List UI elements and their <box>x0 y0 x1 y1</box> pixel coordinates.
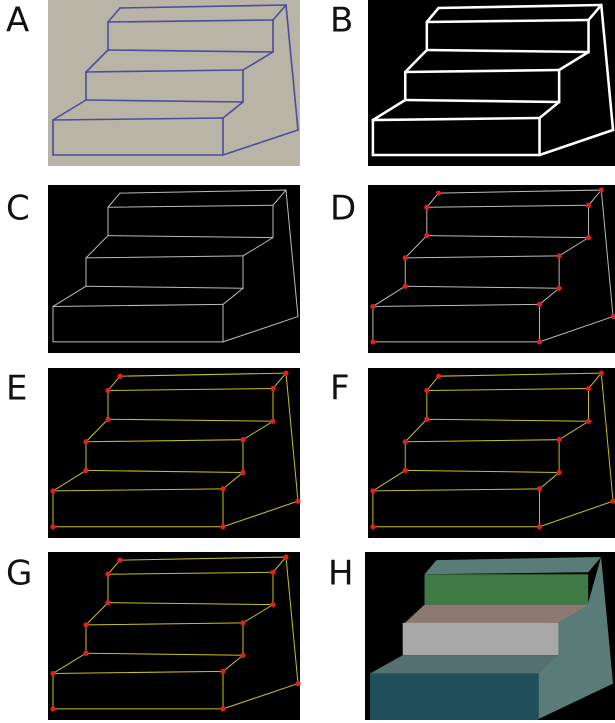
corner-point <box>557 470 562 475</box>
corner-point <box>537 302 542 307</box>
corner-point <box>436 374 441 379</box>
corner-point <box>105 572 110 577</box>
panel <box>48 552 301 720</box>
corner-point <box>117 374 122 379</box>
panel <box>368 368 615 538</box>
corner-point <box>220 524 225 529</box>
panel-label: A <box>6 1 29 41</box>
corner-point <box>220 486 225 491</box>
corner-point <box>370 339 375 344</box>
corner-point <box>117 557 122 562</box>
corner-point <box>424 388 429 393</box>
corner-point <box>83 468 88 473</box>
corner-point <box>586 419 591 424</box>
top-face <box>370 655 558 673</box>
step-face <box>403 623 559 655</box>
corner-point <box>105 600 110 605</box>
panel-label: B <box>330 1 353 41</box>
corner-point <box>83 622 88 627</box>
panel-label: G <box>6 554 32 594</box>
corner-point <box>295 498 300 503</box>
step-face <box>425 574 589 604</box>
corner-point <box>370 488 375 493</box>
corner-point <box>220 706 225 711</box>
panel-label: D <box>330 189 356 229</box>
corner-point <box>557 253 562 258</box>
corner-point <box>586 235 591 240</box>
corner-point <box>50 706 55 711</box>
corner-point <box>270 602 275 607</box>
panel <box>48 0 300 166</box>
corner-point <box>424 417 429 422</box>
corner-point <box>537 339 542 344</box>
panel <box>365 552 615 720</box>
panel <box>48 368 301 538</box>
corner-point <box>537 524 542 529</box>
corner-point <box>295 681 300 686</box>
panel-label: H <box>328 554 354 594</box>
corner-point <box>403 284 408 289</box>
corner-point <box>586 386 591 391</box>
corner-point <box>270 386 275 391</box>
corner-point <box>105 388 110 393</box>
corner-point <box>436 190 441 195</box>
corner-point <box>270 419 275 424</box>
corner-point <box>50 671 55 676</box>
corner-point <box>240 653 245 658</box>
corner-point <box>403 439 408 444</box>
step-face <box>370 673 539 720</box>
panel-label: C <box>6 189 30 229</box>
figure: A B C D E F G H <box>0 0 615 723</box>
corner-point <box>586 203 591 208</box>
panel-label: E <box>6 369 27 409</box>
corner-point <box>370 304 375 309</box>
corner-point <box>424 205 429 210</box>
corner-point <box>270 570 275 575</box>
corner-point <box>220 669 225 674</box>
corner-point <box>557 437 562 442</box>
corner-point <box>240 620 245 625</box>
corner-point <box>83 651 88 656</box>
corner-point <box>105 417 110 422</box>
corner-point <box>283 370 288 375</box>
panel <box>368 0 615 166</box>
corner-point <box>370 524 375 529</box>
corner-point <box>240 437 245 442</box>
corner-point <box>599 187 604 192</box>
corner-point <box>283 554 288 559</box>
corner-point <box>403 468 408 473</box>
panel-label: F <box>330 369 350 409</box>
corner-point <box>83 439 88 444</box>
corner-point <box>599 370 604 375</box>
panel <box>48 185 300 353</box>
corner-point <box>240 470 245 475</box>
corner-point <box>424 233 429 238</box>
corner-point <box>537 486 542 491</box>
corner-point <box>557 286 562 291</box>
panel <box>368 185 615 353</box>
corner-point <box>403 255 408 260</box>
corner-point <box>50 524 55 529</box>
corner-point <box>50 488 55 493</box>
